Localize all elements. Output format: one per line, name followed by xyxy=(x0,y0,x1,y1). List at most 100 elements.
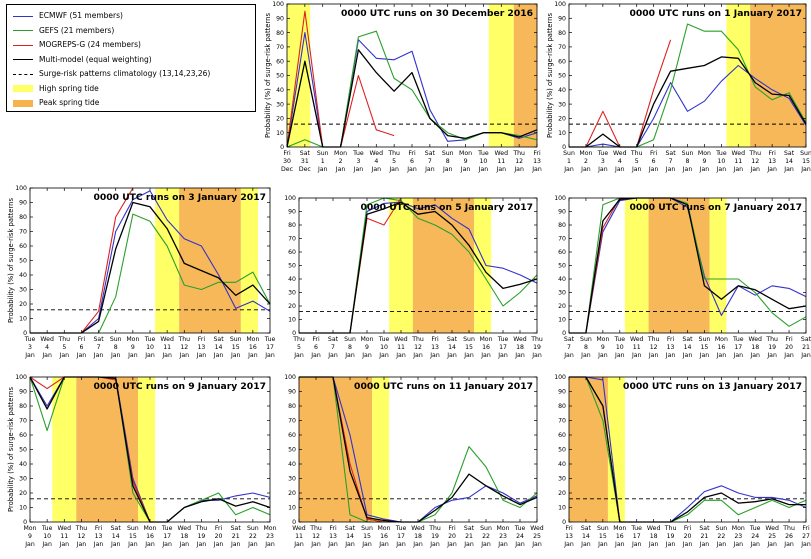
x-tick-label: Jan xyxy=(353,166,364,173)
x-tick-label: Mon xyxy=(479,336,492,343)
x-tick-label: Dec xyxy=(299,166,312,173)
legend-swatch xyxy=(13,73,33,75)
x-tick-label: Mon xyxy=(126,336,139,343)
x-tick-label: 7 xyxy=(567,344,571,351)
x-tick-label: Mon xyxy=(143,525,156,532)
x-tick-label: Jan xyxy=(110,541,121,548)
y-tick-label: 50 xyxy=(558,263,566,270)
x-tick-label: Jan xyxy=(412,352,423,359)
y-tick-label: 100 xyxy=(284,195,296,202)
x-tick-label: 3 xyxy=(356,158,360,165)
x-tick-label: Wed xyxy=(40,336,54,343)
x-tick-label: 17 xyxy=(734,344,742,351)
legend-item: MOGREPS-G (24 members) xyxy=(13,38,141,51)
x-tick-label: Jan xyxy=(648,352,659,359)
x-tick-label: Jan xyxy=(247,352,258,359)
x-tick-label: 18 xyxy=(516,344,524,351)
y-tick-label: 100 xyxy=(15,185,27,192)
x-tick-label: 18 xyxy=(751,344,759,351)
y-tick-label: 80 xyxy=(558,30,566,37)
x-tick-label: Jan xyxy=(800,541,811,548)
x-tick-label: Sun xyxy=(480,525,492,532)
x-tick-label: Jan xyxy=(580,352,591,359)
y-tick-label: 80 xyxy=(288,403,296,410)
x-tick-label: 19 xyxy=(667,533,675,540)
x-tick-label: 14 xyxy=(346,533,354,540)
x-tick-label: Jan xyxy=(682,352,693,359)
x-tick-label: Jan xyxy=(213,352,224,359)
x-tick-label: Wed xyxy=(160,336,174,343)
x-tick-label: Dec xyxy=(281,166,294,173)
y-axis-label: Probability (%) of surge-risk patterns xyxy=(546,13,554,138)
x-tick-label: Jan xyxy=(733,541,744,548)
x-tick-label: Fri xyxy=(533,150,541,157)
y-tick-label: 100 xyxy=(15,374,27,381)
x-tick-label: 18 xyxy=(650,533,658,540)
x-tick-label: Thu xyxy=(765,336,778,343)
high-spring-tide-span xyxy=(155,188,180,333)
x-tick-label: Wed xyxy=(613,150,627,157)
x-tick-label: 13 xyxy=(667,344,675,351)
x-tick-label: 6 xyxy=(314,344,318,351)
x-tick-label: Sat xyxy=(231,525,242,532)
x-tick-label: 31 xyxy=(301,158,309,165)
y-tick-label: 60 xyxy=(558,58,566,65)
x-tick-label: 13 xyxy=(533,158,541,165)
x-tick-label: Fri xyxy=(667,336,675,343)
x-tick-label: Jan xyxy=(378,541,389,548)
x-tick-label: Thu xyxy=(411,336,424,343)
x-tick-label: Mon xyxy=(246,336,259,343)
x-tick-label: Jan xyxy=(699,166,710,173)
x-tick-label: Thu xyxy=(748,150,761,157)
y-tick-label: 0 xyxy=(280,144,284,151)
y-tick-label: 50 xyxy=(558,73,566,80)
y-axis-label: Probability (%) of surge-risk patterns xyxy=(7,387,15,512)
x-tick-label: 15 xyxy=(232,344,240,351)
y-tick-label: 90 xyxy=(19,200,27,207)
x-tick-label: 3 xyxy=(28,344,32,351)
chart-title: 0000 UTC runs on 1 January 2017 xyxy=(629,8,802,19)
y-tick-label: 0 xyxy=(23,519,27,526)
series-line-multi-model xyxy=(569,197,807,334)
x-tick-label: Sat xyxy=(581,525,592,532)
x-tick-label: Mon xyxy=(23,525,36,532)
x-tick-label: 25 xyxy=(768,533,776,540)
x-tick-label: Jan xyxy=(631,541,642,548)
x-tick-label: Wed xyxy=(530,525,544,532)
y-tick-label: 40 xyxy=(276,87,284,94)
x-tick-label: 16 xyxy=(717,344,725,351)
x-tick-label: Jan xyxy=(631,352,642,359)
y-tick-label: 40 xyxy=(19,461,27,468)
x-tick-label: Jan xyxy=(496,166,507,173)
x-tick-label: Jan xyxy=(59,352,70,359)
x-tick-label: Tue xyxy=(144,336,156,343)
y-tick-label: 20 xyxy=(276,116,284,123)
x-tick-label: 11 xyxy=(60,533,68,540)
x-tick-label: Sun xyxy=(463,336,475,343)
x-tick-label: Jan xyxy=(412,541,423,548)
x-tick-label: 24 xyxy=(516,533,524,540)
x-tick-label: 14 xyxy=(112,533,120,540)
x-tick-label: 16 xyxy=(616,533,624,540)
x-tick-label: Fri xyxy=(95,525,103,532)
x-tick-label: 8 xyxy=(686,158,690,165)
peak-spring-tide-span xyxy=(648,198,710,333)
y-tick-label: 80 xyxy=(19,214,27,221)
x-tick-label: Fri xyxy=(283,150,291,157)
legend-swatch xyxy=(13,44,33,46)
x-tick-label: Jan xyxy=(446,352,457,359)
x-tick-label: 9 xyxy=(464,158,468,165)
x-tick-label: Jan xyxy=(648,541,659,548)
peak-spring-tide-span xyxy=(569,377,608,522)
x-tick-label: 26 xyxy=(785,533,793,540)
chart-panel: 0102030405060708090100Sun1JanMon2JanTue3… xyxy=(546,1,811,173)
x-tick-label: Jan xyxy=(344,541,355,548)
x-tick-label: Jan xyxy=(327,352,338,359)
x-tick-label: 15 xyxy=(802,158,810,165)
y-tick-label: 0 xyxy=(292,330,296,337)
legend-swatch xyxy=(13,99,33,107)
y-tick-label: 30 xyxy=(19,287,27,294)
x-tick-label: Jan xyxy=(344,352,355,359)
y-tick-label: 90 xyxy=(288,389,296,396)
